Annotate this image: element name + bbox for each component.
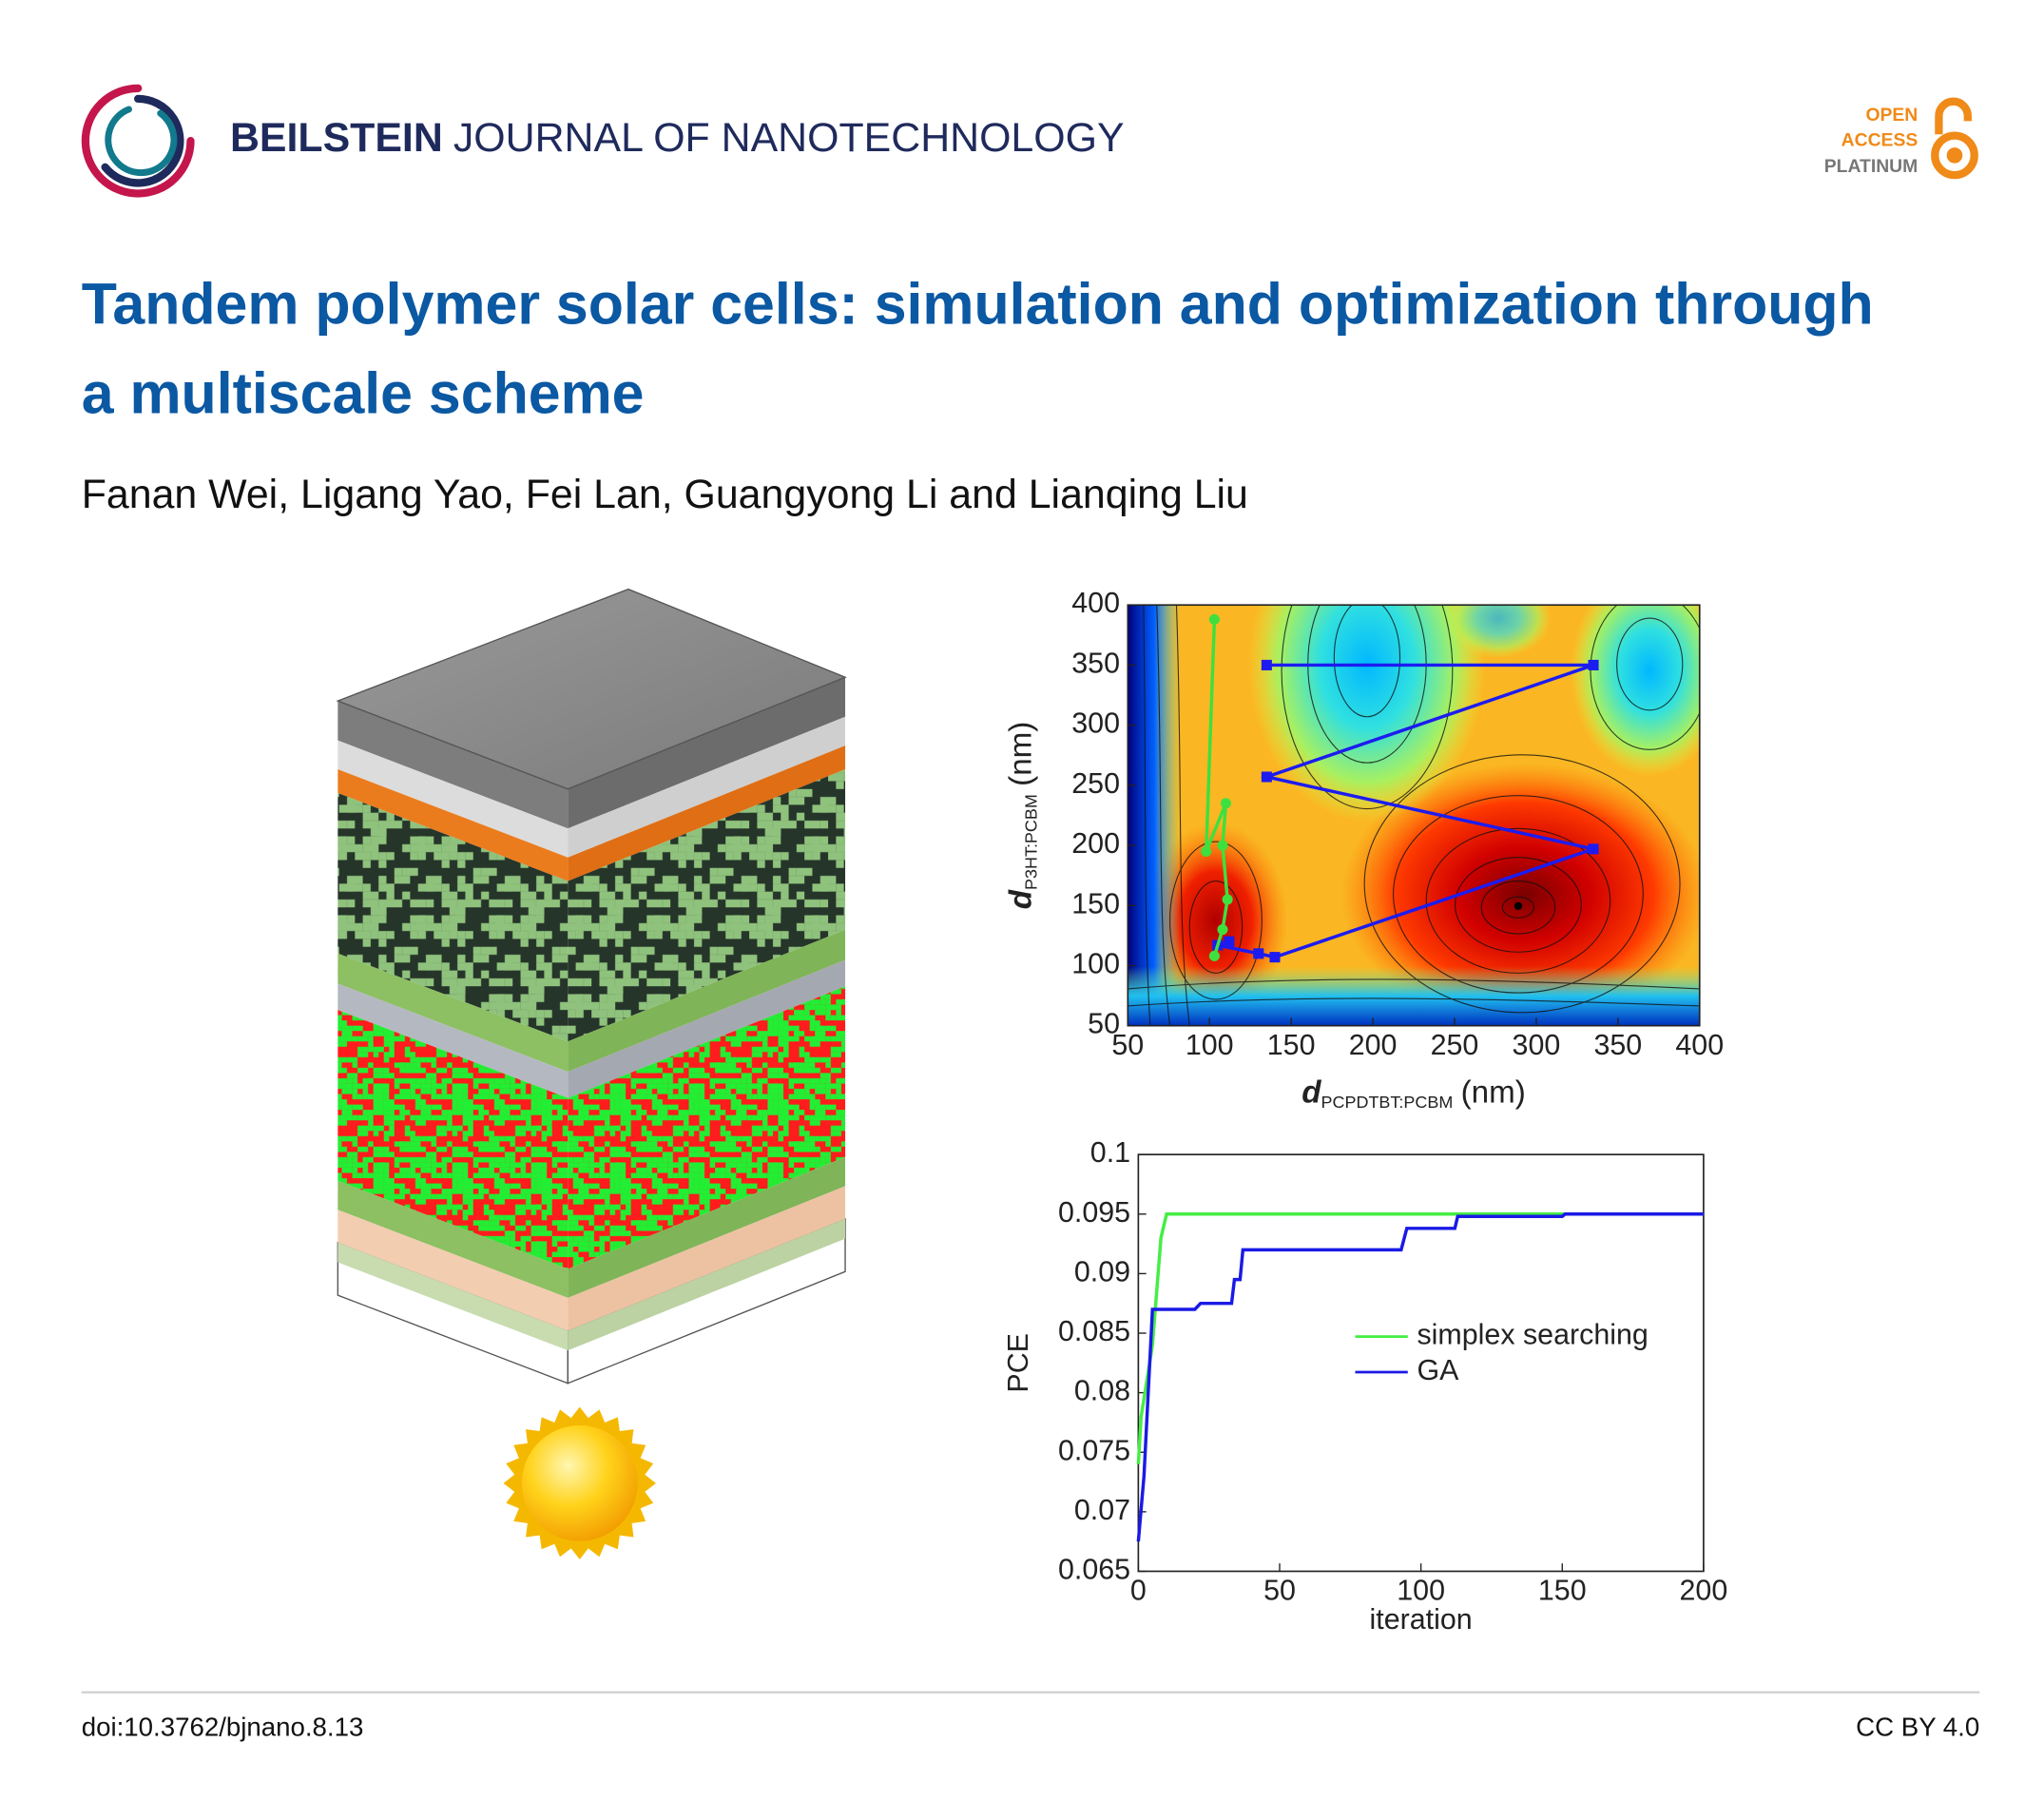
path-marker [1588,659,1599,670]
y-tick-label: 200 [1071,827,1120,860]
cell-layer [568,929,846,1073]
cell-layer [337,1210,569,1331]
cell-layer [337,983,569,1098]
x-tick-label: 200 [1349,1029,1398,1061]
axis-label-subscript: PCPDTBT:PCBM [1321,1093,1454,1112]
x-tick-label: 350 [1593,1029,1642,1061]
axis-label: dPCPDTBT:PCBM (nm) [1302,1075,1526,1112]
journal-name-rest: JOURNAL OF NANOTECHNOLOGY [453,115,1125,161]
legend-label: simplex searching [1417,1319,1648,1351]
cell-layer [337,792,569,1042]
y-tick-label: 100 [1071,947,1120,979]
badge-text: OPEN [1865,105,1918,126]
badge-text: ACCESS [1842,129,1919,150]
y-tick-label: 350 [1071,647,1120,679]
axis-label-symbol: d [1003,889,1038,909]
cell-layer [337,1010,569,1269]
axis-label-unit: (nm) [1461,1075,1526,1110]
sun [503,1406,656,1560]
journal-logo [81,84,195,198]
path-marker [1261,771,1272,783]
plot-frame [1127,604,1701,1027]
axis-label-unit: (nm) [1003,722,1038,786]
x-tick-label: 100 [1186,1029,1234,1061]
cell-layer [568,769,846,1042]
y-tick-label: 400 [1071,587,1120,619]
y-tick-label: 0.065 [1058,1553,1130,1585]
cell-layer [568,745,846,881]
axis-label-subscript: P3HT:PCBM [1021,794,1040,890]
solar-cell-illustration [336,588,847,1384]
y-tick-label: 0.07 [1074,1494,1130,1526]
article-title: Tandem polymer solar cells: simulation a… [81,272,1874,427]
x-tick-label: 0 [1130,1575,1147,1607]
cell-layer [337,701,569,829]
cell-layer [568,1186,846,1331]
path-marker [1217,924,1228,936]
x-tick-label: 50 [1263,1575,1296,1607]
authors: Fanan Wei, Ligang Yao, Fei Lan, Guangyon… [82,472,1248,517]
cell-layer [337,953,569,1073]
x-tick-label: 100 [1397,1575,1445,1607]
x-tick-label: 400 [1675,1029,1724,1061]
y-tick-label: 300 [1071,707,1120,740]
path-marker [1222,894,1233,905]
cell-top-face [336,588,847,790]
path-marker [1208,950,1220,961]
path-marker [1208,613,1220,625]
x-tick-label: 250 [1431,1029,1479,1061]
path-marker [1217,840,1228,851]
legend-label: GA [1417,1354,1459,1386]
doi: doi:10.3762/bjnano.8.13 [82,1713,364,1742]
cell-layer [337,769,569,881]
cell-layer [337,740,569,858]
cell-layer [568,1218,846,1351]
contour-map [1128,605,1700,1026]
x-tick-label: 200 [1680,1575,1728,1607]
cell-layer [568,716,846,858]
badge-text: PLATINUM [1824,156,1919,177]
journal-name: BEILSTEIN JOURNAL OF NANOTECHNOLOGY [230,115,1125,161]
path-marker [1588,843,1599,855]
cell-layer [568,986,846,1269]
license: CC BY 4.0 [1856,1713,1979,1742]
cell-layer [568,959,846,1098]
series-line [1136,1212,1704,1542]
x-tick-label: 150 [1267,1029,1316,1061]
y-tick-label: 50 [1088,1008,1120,1040]
path-marker [1220,798,1231,809]
series-line [1136,1212,1704,1464]
y-tick-label: 150 [1071,887,1120,920]
path-marker [1201,845,1212,857]
x-tick-label: 300 [1513,1029,1561,1061]
title-box: Tandem polymer solar cells: simulation a… [81,272,1874,427]
y-tick-label: 0.085 [1058,1315,1130,1347]
y-tick-label: 250 [1071,767,1120,800]
y-tick-label: 0.1 [1090,1136,1130,1169]
cell-layer [337,1242,569,1351]
x-tick-label: 50 [1111,1029,1144,1061]
y-tick-label: 0.095 [1058,1196,1130,1229]
x-axis-label: iteration [1370,1603,1473,1636]
x-tick-label: 150 [1538,1575,1587,1607]
y-axis-label: PCE [1002,1333,1034,1393]
charts: 50 100 150 200 250 300 350 400 50 100 150 200 250 300… [1002,587,1727,1636]
outline-box [567,1217,846,1384]
path-marker [1253,948,1264,959]
y-tick-label: 0.09 [1074,1255,1130,1288]
axis-label-symbol: d [1302,1075,1321,1110]
y-tick-label: 0.08 [1074,1375,1130,1407]
cell-layer [337,1180,569,1298]
open-access-lock [1931,97,1978,180]
axis-label: dP3HT:PCBM (nm) [1003,722,1040,910]
cell-layer [568,1156,846,1298]
path-marker [1261,659,1272,670]
cell-layer [568,677,846,829]
journal-name-bold: BEILSTEIN [230,115,443,161]
y-tick-label: 0.075 [1058,1434,1130,1466]
path-marker [1224,936,1235,947]
path-marker [1269,952,1281,963]
